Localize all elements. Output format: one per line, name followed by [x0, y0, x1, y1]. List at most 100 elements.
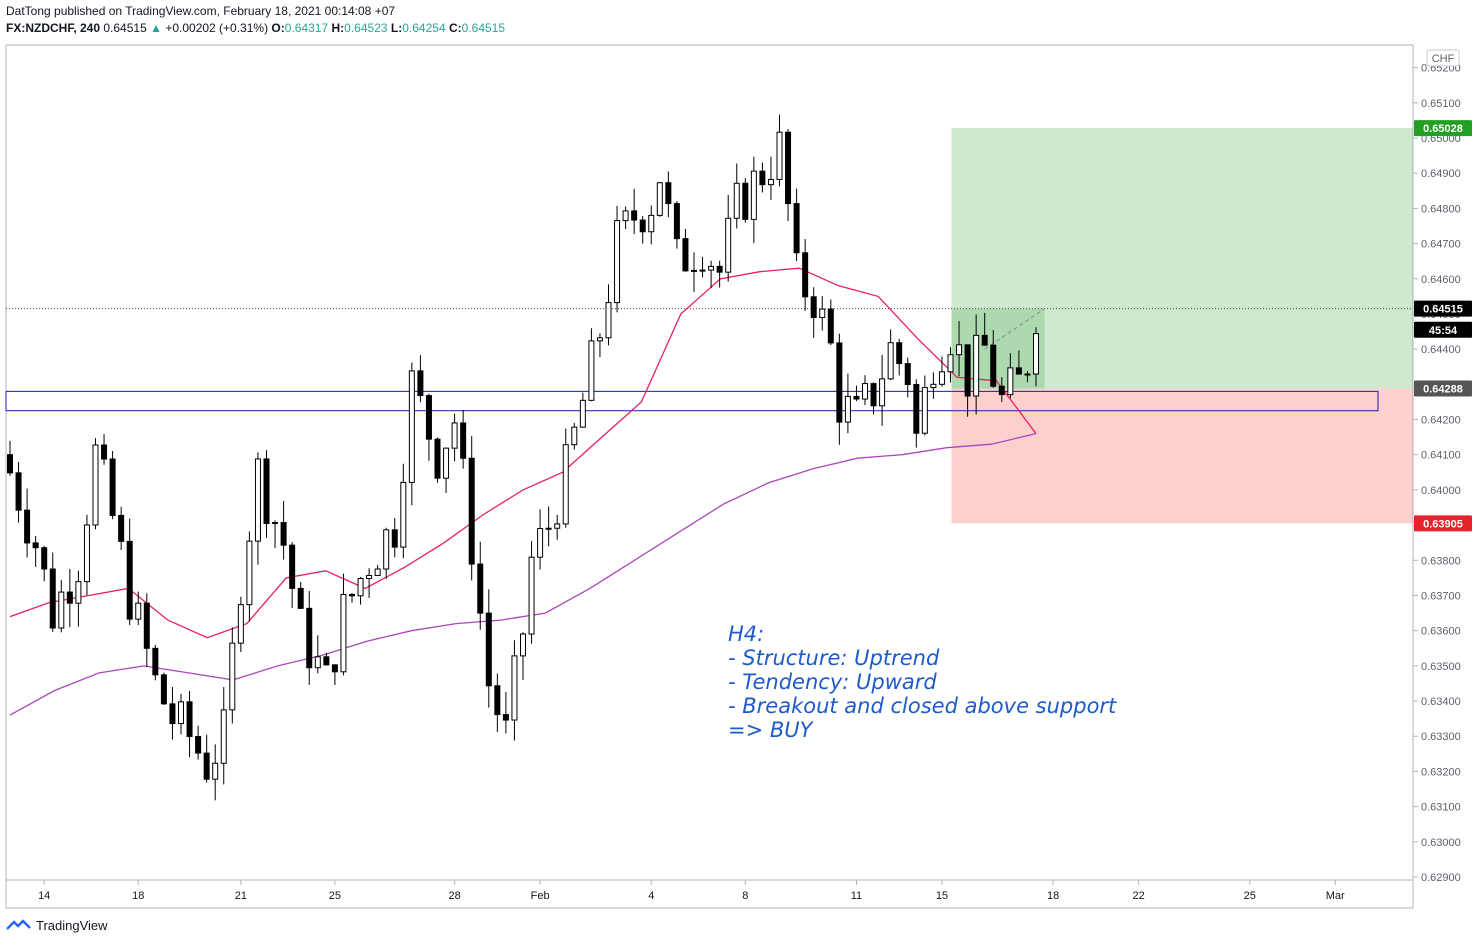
candle-up — [520, 633, 526, 657]
candle-up — [1033, 333, 1039, 375]
candle-down — [331, 664, 338, 673]
ema-short-line — [9, 267, 1037, 639]
candle-down — [913, 384, 920, 434]
candle-up — [562, 444, 569, 525]
candle-up — [554, 523, 561, 529]
price-tick-label: 0.65100 — [1421, 98, 1461, 110]
stop-zone[interactable] — [951, 388, 1414, 524]
price-labels: 0.65028 0.64515 45:54 0.64288 0.63905 — [1414, 120, 1472, 532]
candle-up — [879, 378, 886, 407]
candle-up — [408, 370, 415, 483]
candle-up — [1007, 367, 1014, 396]
candle-down — [160, 674, 167, 705]
plot-area[interactable] — [5, 44, 1414, 909]
analysis-annotation[interactable]: H4:- Structure: Uptrend- Tendency: Upwar… — [728, 622, 1117, 742]
candle-down — [853, 395, 860, 400]
time-tick-label: Feb — [531, 890, 550, 902]
annotation-line: - Breakout and closed above support — [728, 694, 1117, 718]
candle-up — [314, 656, 321, 669]
candle-up — [374, 568, 381, 576]
entry-to-price-dashed-line — [984, 308, 1045, 350]
candle-up — [178, 701, 184, 725]
candle-down — [1015, 367, 1022, 375]
price-label-box — [1414, 300, 1472, 317]
candle-up — [537, 528, 544, 558]
symbol-label: FX:NZDCHF, 240 — [6, 21, 101, 35]
candle-down — [289, 544, 296, 589]
candle-down — [118, 514, 125, 542]
candle-down — [203, 752, 210, 780]
candle-up — [605, 302, 612, 339]
candle-down — [15, 472, 22, 511]
candles — [7, 114, 1039, 801]
candle-up — [819, 308, 826, 319]
candle-up — [272, 522, 279, 525]
candle-up — [930, 383, 937, 389]
candle-down — [485, 612, 492, 687]
candle-down — [7, 454, 13, 474]
candle-up — [135, 602, 142, 620]
candle-up — [357, 578, 364, 597]
candle-down — [742, 182, 749, 220]
candle-up — [229, 642, 236, 711]
candle-down — [460, 422, 467, 459]
candle-down — [494, 685, 501, 716]
candle-down — [468, 457, 475, 565]
currency-badge[interactable]: CHF — [1426, 49, 1460, 67]
candle-down — [810, 296, 817, 319]
time-tick-label: 15 — [936, 890, 948, 902]
candle-up — [596, 337, 603, 342]
time-axis[interactable]: 14 18 21 25 28 Feb 4 8 11 15 18 22 25 Mar — [38, 880, 1345, 902]
time-tick-label: 11 — [851, 890, 862, 902]
candle-down — [66, 591, 73, 604]
time-tick-label: 21 — [235, 890, 247, 902]
price-tick-label: 0.64800 — [1421, 203, 1461, 215]
candle-up — [1024, 373, 1031, 376]
candle-down — [836, 342, 843, 423]
price-tick-label: 0.63100 — [1421, 802, 1461, 814]
candle-down — [417, 370, 424, 397]
candle-down — [152, 647, 159, 676]
price-axis[interactable]: 0.62900 0.63000 0.63100 0.63200 0.63300 0.634… — [1413, 63, 1461, 884]
price-tick-label: 0.64400 — [1421, 344, 1461, 356]
candle-down — [793, 203, 800, 254]
candle-down — [297, 587, 304, 609]
candle-down — [502, 714, 509, 721]
candle-down — [306, 607, 313, 669]
candle-down — [49, 568, 56, 629]
price-label-box — [1414, 515, 1472, 532]
candle-up — [956, 344, 963, 356]
ohlc-legend: FX:NZDCHF, 240 0.64515 ▲ +0.00202 (+0.31… — [6, 21, 505, 35]
candle-down — [673, 203, 680, 240]
open-value: 0.64317 — [284, 21, 329, 35]
candle-up — [212, 762, 219, 780]
price-tick-label: 0.64100 — [1421, 450, 1461, 462]
candle-down — [323, 656, 330, 666]
candle-down — [802, 252, 809, 298]
change-up-icon: ▲ — [150, 21, 162, 35]
time-tick-label: 28 — [448, 890, 460, 902]
target-zone[interactable] — [951, 128, 1414, 389]
time-tick-label: 25 — [1244, 890, 1256, 902]
candle-down — [631, 210, 638, 221]
candle-up — [750, 170, 757, 220]
candle-down — [998, 385, 1005, 396]
candle-up — [528, 556, 535, 635]
candle-down — [716, 265, 723, 273]
candle-up — [75, 581, 82, 604]
support-box[interactable] — [5, 390, 1379, 412]
candle-up — [844, 395, 851, 423]
candle-up — [92, 444, 99, 526]
tradingview-watermark[interactable]: TradingView — [6, 918, 108, 933]
support-zone[interactable] — [5, 390, 1379, 412]
price-tick-label: 0.64700 — [1421, 239, 1461, 251]
price-tick-label: 0.64000 — [1421, 485, 1461, 497]
candle-up — [545, 527, 552, 530]
low-label: L: — [390, 21, 403, 35]
price-tick-label: 0.63600 — [1421, 626, 1461, 638]
candle-down — [391, 529, 398, 548]
candle-up — [725, 217, 732, 273]
candle-down — [827, 308, 834, 344]
candle-up — [921, 387, 928, 434]
